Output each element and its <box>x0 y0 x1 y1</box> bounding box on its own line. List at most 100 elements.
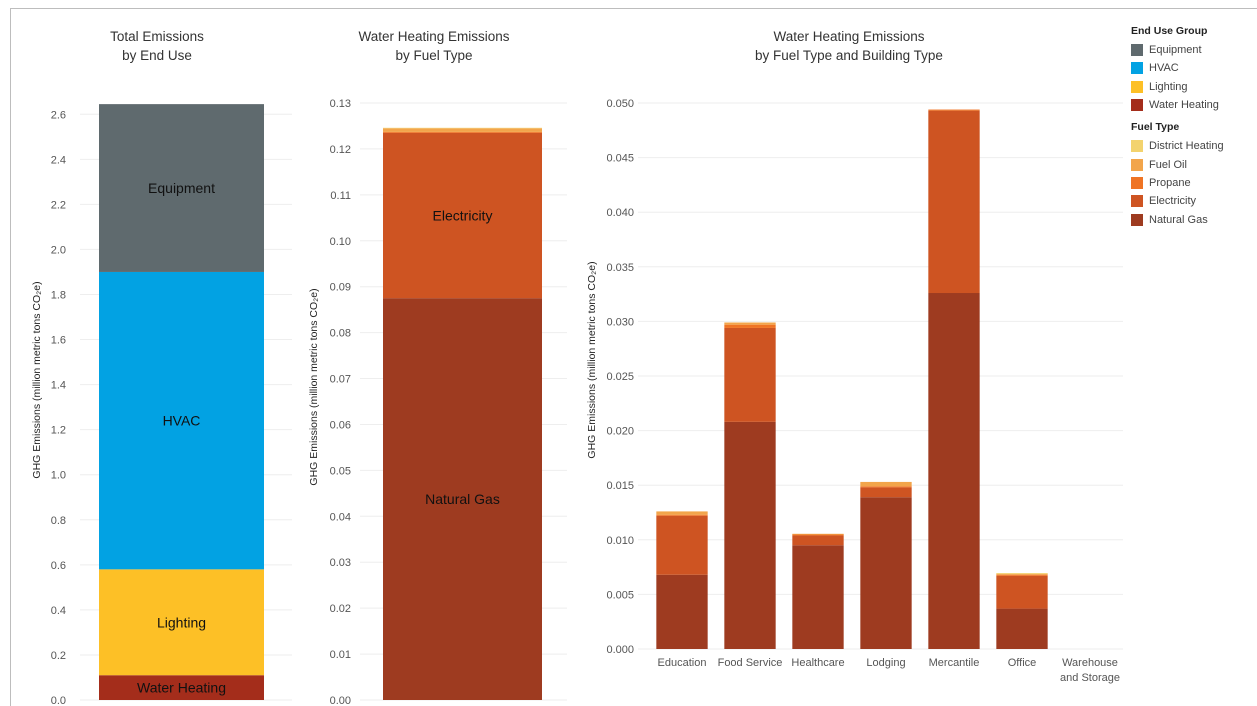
y-tick-label: 0.010 <box>606 535 634 547</box>
bar-segment-electricity <box>383 132 542 299</box>
chart1-segment-labels: Water Heating Lighting HVAC Equipment <box>137 180 226 696</box>
legend-item-natural-gas[interactable]: Natural Gas <box>1131 210 1255 228</box>
legend-label: Equipment <box>1149 44 1202 57</box>
bar-education-fuel-oil <box>656 511 708 515</box>
y-tick-label: 1.6 <box>51 335 66 347</box>
y-tick-label: 0.13 <box>330 98 351 110</box>
y-tick-label: 0.01 <box>330 649 351 661</box>
legend-item-propane[interactable]: Propane <box>1131 174 1255 192</box>
legend-fuel-title: Fuel Type <box>1131 121 1180 134</box>
y-tick-label: 2.6 <box>51 109 66 121</box>
y-tick-label: 0.12 <box>330 144 351 156</box>
bar-food-service-propane <box>724 324 776 328</box>
y-tick-label: 0.04 <box>330 511 351 523</box>
legend-label: District Heating <box>1149 140 1224 153</box>
y-tick-label: 2.0 <box>51 244 66 256</box>
chart3-subtitle: by Fuel Type and Building Type <box>755 48 943 63</box>
y-tick-label: 0.045 <box>606 153 634 165</box>
bar-lodging-electricity <box>860 487 912 498</box>
chart2-yticks: 0.00 0.01 0.02 0.03 0.04 0.05 0.06 0.07 0.08 0.09… <box>330 98 351 706</box>
chart1-yticks: 0.0 0.2 0.4 0.6 0.8 1.0 1.2 1.4 1.6 1.8 2.0 2.2 2.4 2… <box>51 109 66 706</box>
legend-swatch <box>1131 80 1143 93</box>
legend-item-electricity[interactable]: Electricity <box>1131 192 1255 210</box>
chart2-subtitle: by Fuel Type <box>395 48 472 63</box>
y-tick-label: 0.2 <box>51 650 66 662</box>
water-heating-building-chart: Water Heating Emissions by Fuel Type and… <box>586 29 1123 684</box>
y-tick-label: 2.2 <box>51 199 66 211</box>
chart1-ylabel: GHG Emissions (million metric tons CO₂e) <box>31 281 43 478</box>
frame-border-top <box>10 8 1257 9</box>
y-tick-label: 0.005 <box>606 589 634 601</box>
legend-swatch <box>1131 176 1143 189</box>
bar-food-service-electricity <box>724 327 776 422</box>
y-tick-label: 0.000 <box>606 644 634 656</box>
x-tick-label: Mercantile <box>929 657 980 669</box>
legend-end-use-title: End Use Group <box>1131 25 1208 37</box>
bar-education-electricity <box>656 515 708 575</box>
legend-item-water-heating[interactable]: Water Heating <box>1131 96 1255 114</box>
legend-item-lighting[interactable]: Lighting <box>1131 78 1255 96</box>
segment-label-equipment: Equipment <box>148 180 215 196</box>
bar-healthcare-propane <box>792 534 844 536</box>
bar-segment-water-heating <box>99 675 264 700</box>
chart2-title: Water Heating Emissions <box>358 29 509 44</box>
y-tick-label: 0.8 <box>51 515 66 527</box>
chart1-bars <box>99 104 264 700</box>
x-tick-label: Lodging <box>866 657 905 669</box>
legend-label: HVAC <box>1149 62 1179 75</box>
y-tick-label: 1.0 <box>51 470 66 482</box>
y-tick-label: 0.10 <box>330 236 351 248</box>
y-tick-label: 0.040 <box>606 207 634 219</box>
y-tick-label: 1.2 <box>51 425 66 437</box>
bar-mercantile-electricity <box>928 110 980 294</box>
chart1-title: Total Emissions <box>110 29 204 44</box>
bar-lodging-fuel-oil <box>860 481 912 487</box>
y-tick-label: 0.015 <box>606 480 634 492</box>
water-heating-fuel-chart: Water Heating Emissions by Fuel Type GHG… <box>308 29 567 706</box>
bar-office-fuel-oil <box>996 573 1048 575</box>
bar-segment-hvac <box>99 271 264 570</box>
legend-item-district-heating[interactable]: District Heating <box>1131 137 1255 155</box>
legend-swatch <box>1131 213 1143 226</box>
bar-office-district-heating <box>996 573 1048 574</box>
legend-swatch <box>1131 158 1143 171</box>
segment-label-lighting: Lighting <box>157 614 206 630</box>
bar-education-natural-gas <box>656 574 708 649</box>
legend-item-hvac[interactable]: HVAC <box>1131 59 1255 77</box>
segment-label-hvac: HVAC <box>163 413 201 429</box>
total-emissions-chart: Total Emissions by End Use GHG Emissions… <box>31 29 292 706</box>
bar-healthcare-natural-gas <box>792 545 844 649</box>
bar-office-natural-gas <box>996 608 1048 649</box>
bar-segment-propane <box>383 131 542 133</box>
chart2-bars <box>383 127 542 700</box>
x-tick-label: Healthcare <box>791 657 844 669</box>
bar-healthcare-fuel-oil <box>792 533 844 535</box>
bar-segment-lighting <box>99 569 264 676</box>
legend-end-use-list: Equipment HVAC Lighting Water Heating <box>1131 41 1255 114</box>
segment-label-electricity: Electricity <box>433 208 493 224</box>
bar-segment-fuel-oil <box>383 128 542 132</box>
chart1-subtitle: by End Use <box>122 48 192 63</box>
chart2-segment-labels: Natural Gas Electricity <box>425 208 500 508</box>
legend-item-fuel-oil[interactable]: Fuel Oil <box>1131 155 1255 173</box>
y-tick-label: 0.11 <box>330 190 351 202</box>
bar-mercantile-propane <box>928 109 980 111</box>
y-tick-label: 0.050 <box>606 98 634 110</box>
bar-lodging-natural-gas <box>860 497 912 649</box>
legend-label: Lighting <box>1149 80 1188 93</box>
legend-label: Propane <box>1149 176 1191 189</box>
chart3-yticks: 0.000 0.005 0.010 0.015 0.020 0.025 0.030 0.035… <box>606 98 634 656</box>
bar-office-electricity <box>996 575 1048 609</box>
y-tick-label: 0.035 <box>606 262 634 274</box>
bar-segment-equipment <box>99 104 264 272</box>
legend-label: Fuel Oil <box>1149 158 1187 171</box>
y-tick-label: 0.09 <box>330 282 351 294</box>
legend-swatch <box>1131 62 1143 75</box>
legend-item-equipment[interactable]: Equipment <box>1131 41 1255 59</box>
y-tick-label: 0.02 <box>330 603 351 615</box>
segment-label-water-heating: Water Heating <box>137 680 226 696</box>
bar-mercantile-natural-gas <box>928 293 980 649</box>
x-tick-label: and Storage <box>1060 672 1120 684</box>
x-tick-label: Warehouse <box>1062 657 1118 669</box>
